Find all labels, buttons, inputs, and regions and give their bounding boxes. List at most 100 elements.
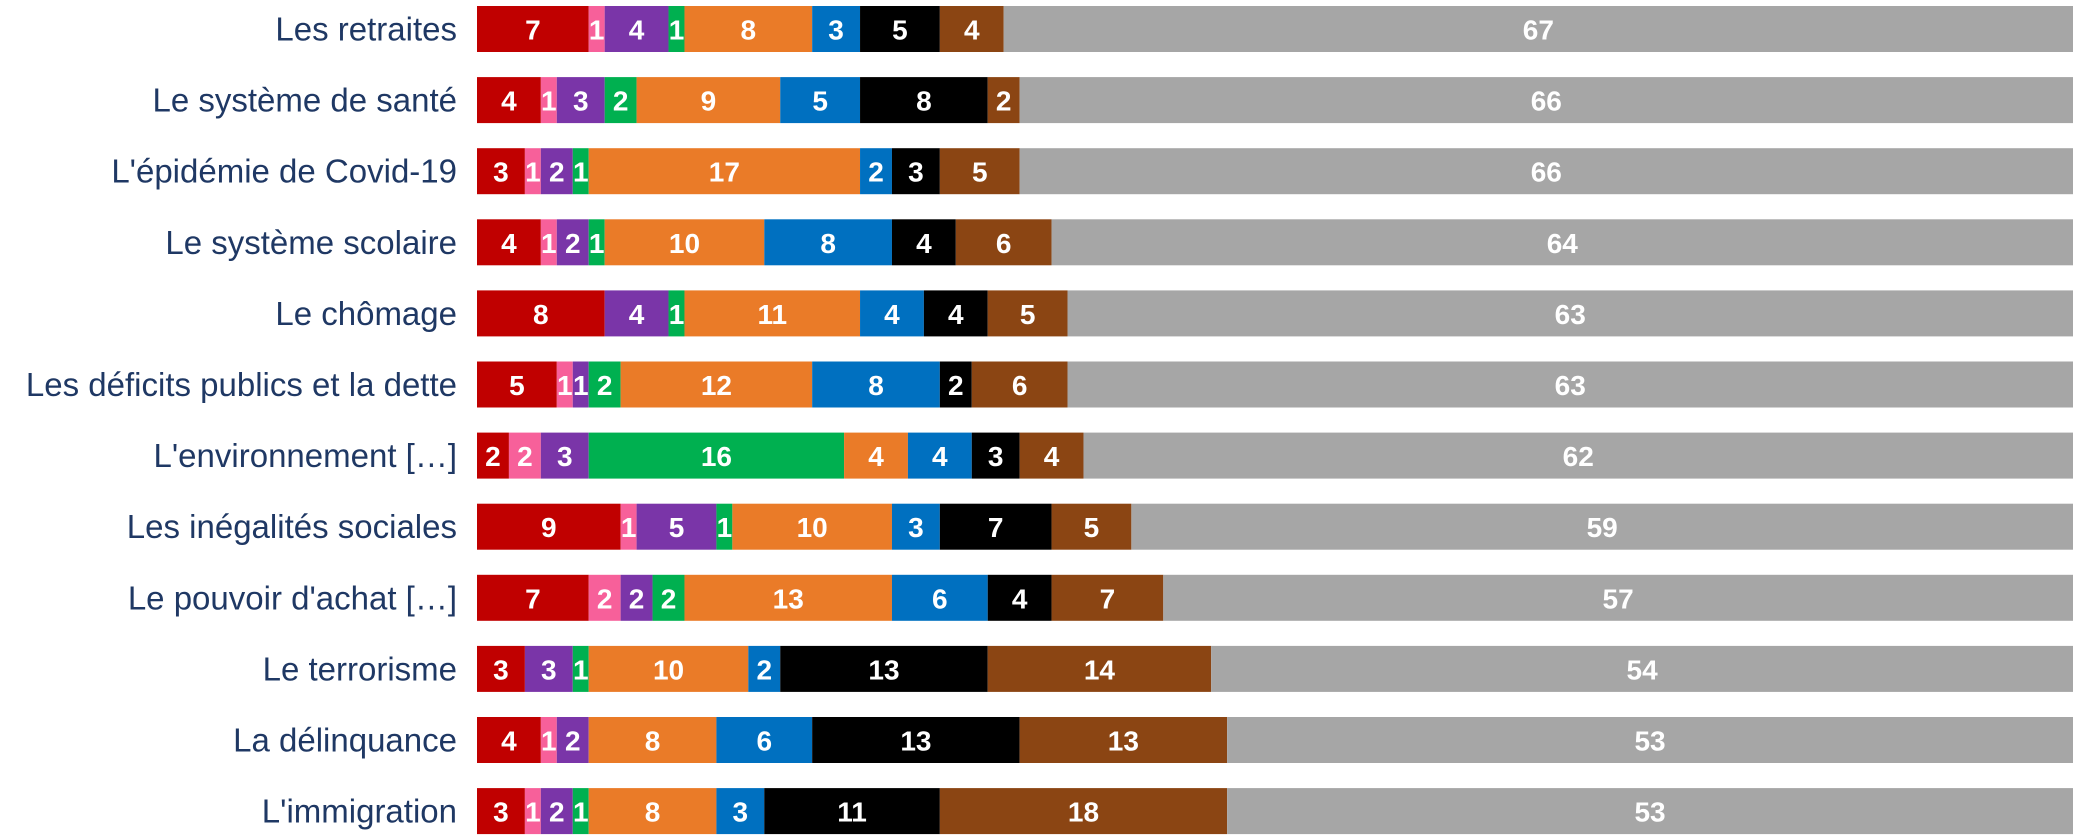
bar-segment bbox=[604, 219, 765, 266]
bar-segment bbox=[987, 645, 1212, 692]
value-label: 57 bbox=[1603, 583, 1634, 614]
value-label: 1 bbox=[525, 157, 541, 188]
bar-segment bbox=[668, 290, 685, 337]
category-label: Les déficits publics et la dette bbox=[26, 366, 457, 403]
bar-segment bbox=[604, 77, 637, 124]
bar-segment bbox=[955, 219, 1052, 266]
value-label: 5 bbox=[972, 157, 988, 188]
value-label: 6 bbox=[932, 583, 948, 614]
value-label: 3 bbox=[493, 797, 509, 828]
bar-segment bbox=[540, 77, 557, 124]
bar-segment bbox=[812, 361, 940, 408]
value-label: 6 bbox=[1012, 370, 1028, 401]
value-label: 17 bbox=[709, 157, 740, 188]
value-label: 4 bbox=[868, 441, 884, 472]
bar-segment bbox=[939, 788, 1228, 835]
bar-segment bbox=[891, 148, 940, 195]
category-label: Le système scolaire bbox=[165, 224, 457, 261]
value-label: 18 bbox=[1068, 797, 1099, 828]
bar-segment bbox=[844, 432, 908, 479]
value-label: 2 bbox=[868, 157, 884, 188]
value-label: 5 bbox=[892, 15, 908, 46]
category-label: Le chômage bbox=[275, 295, 457, 332]
bar-segment bbox=[540, 717, 557, 763]
value-label: 2 bbox=[948, 370, 964, 401]
bar-segment bbox=[477, 503, 621, 550]
bar-segment bbox=[939, 6, 1004, 52]
bar-segment bbox=[477, 645, 525, 692]
category-label: La délinquance bbox=[233, 722, 457, 759]
value-label: 8 bbox=[916, 86, 932, 117]
bar-segment bbox=[588, 148, 861, 195]
bar-segment bbox=[780, 77, 861, 124]
bar-segment bbox=[1067, 290, 2073, 337]
value-label: 10 bbox=[669, 228, 700, 259]
value-label: 8 bbox=[645, 797, 661, 828]
bar-segment bbox=[939, 148, 1020, 195]
value-label: 4 bbox=[916, 228, 932, 259]
value-label: 3 bbox=[557, 441, 573, 472]
bar-segment bbox=[588, 717, 717, 763]
bar-segment bbox=[668, 6, 685, 52]
value-label: 10 bbox=[797, 512, 828, 543]
bar-segment bbox=[716, 503, 733, 550]
value-label: 8 bbox=[820, 228, 836, 259]
bar-segment bbox=[477, 432, 509, 479]
value-label: 2 bbox=[629, 583, 645, 614]
value-label: 2 bbox=[613, 86, 629, 117]
bar-segment bbox=[477, 574, 589, 621]
value-label: 2 bbox=[549, 797, 565, 828]
value-label: 1 bbox=[669, 299, 685, 330]
bar-segment bbox=[620, 503, 637, 550]
value-label: 2 bbox=[597, 583, 613, 614]
value-label: 3 bbox=[908, 157, 924, 188]
bar-segment bbox=[1211, 645, 2073, 692]
bar-segment bbox=[1163, 574, 2073, 621]
value-label: 63 bbox=[1555, 299, 1586, 330]
value-label: 67 bbox=[1523, 15, 1554, 46]
category-label: Les inégalités sociales bbox=[127, 508, 457, 545]
value-label: 1 bbox=[541, 228, 557, 259]
value-label: 11 bbox=[757, 299, 787, 330]
bar-segment bbox=[684, 6, 813, 52]
value-label: 5 bbox=[669, 512, 685, 543]
bar-segment bbox=[588, 219, 605, 266]
bar-segment bbox=[572, 645, 589, 692]
value-label: 4 bbox=[964, 15, 980, 46]
value-label: 1 bbox=[573, 654, 589, 685]
bar-segment bbox=[636, 77, 781, 124]
bar-segment bbox=[636, 503, 717, 550]
category-label: Le système de santé bbox=[152, 82, 457, 119]
bar-segment bbox=[588, 6, 605, 52]
bar-segment bbox=[891, 503, 940, 550]
value-label: 2 bbox=[485, 441, 501, 472]
category-label: Le pouvoir d'achat […] bbox=[128, 579, 457, 616]
value-label: 2 bbox=[996, 86, 1012, 117]
bar-segment bbox=[1227, 788, 2073, 835]
bar-segment bbox=[540, 432, 589, 479]
bar-segment bbox=[588, 361, 621, 408]
value-label: 1 bbox=[573, 370, 589, 401]
bar-segment bbox=[891, 574, 988, 621]
value-label: 13 bbox=[773, 583, 804, 614]
value-label: 63 bbox=[1555, 370, 1586, 401]
value-label: 53 bbox=[1634, 726, 1665, 757]
bar-segment bbox=[860, 77, 988, 124]
value-label: 1 bbox=[717, 512, 733, 543]
category-label: Le terrorisme bbox=[263, 650, 457, 687]
value-label: 4 bbox=[948, 299, 964, 330]
value-label: 8 bbox=[741, 15, 757, 46]
bar-segment bbox=[684, 290, 861, 337]
bar-segment bbox=[524, 645, 573, 692]
bar-segment bbox=[732, 503, 892, 550]
bar-segment bbox=[987, 77, 1020, 124]
value-label: 3 bbox=[828, 15, 844, 46]
bar-segment bbox=[1019, 148, 2073, 195]
value-label: 3 bbox=[541, 654, 557, 685]
bar-segment bbox=[684, 574, 892, 621]
category-label: L'épidémie de Covid-19 bbox=[111, 153, 457, 190]
bar-segment bbox=[588, 432, 845, 479]
value-label: 7 bbox=[988, 512, 1004, 543]
bar-segment bbox=[540, 219, 557, 266]
